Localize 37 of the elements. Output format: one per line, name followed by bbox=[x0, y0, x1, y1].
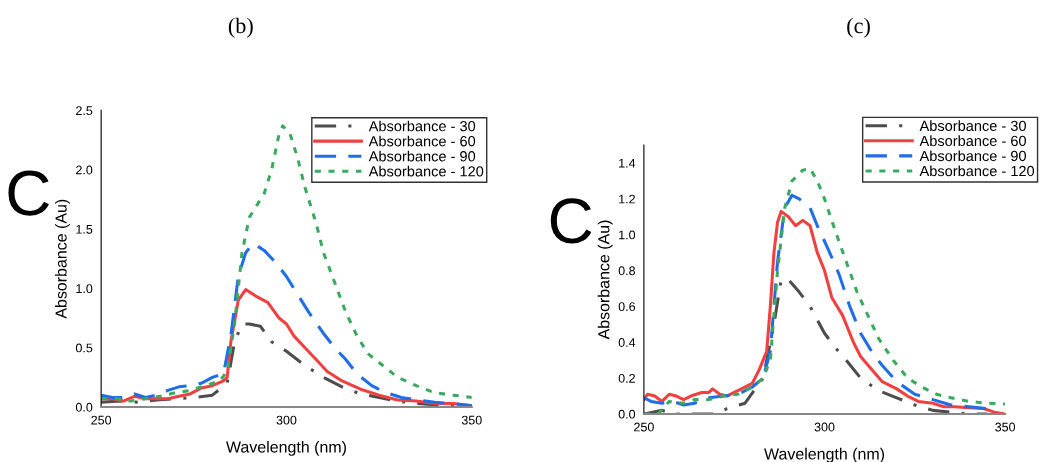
text: C bbox=[8, 170, 49, 216]
y-tick-label: 0.0 bbox=[75, 402, 93, 412]
line-series bbox=[643, 166, 1006, 414]
x-tick-label: 250 bbox=[634, 422, 654, 432]
x-tick-label: 300 bbox=[814, 422, 835, 432]
legend-label: Absorbance - 120 bbox=[368, 165, 484, 177]
x-tick-label: 300 bbox=[276, 415, 297, 425]
x-axis-title: Wavelength (nm) bbox=[764, 447, 885, 462]
y-axis-title: Absorbance (Au) bbox=[54, 199, 70, 319]
y-tick-label: 1.4 bbox=[619, 158, 636, 168]
legend-label: Absorbance - 120 bbox=[919, 165, 1035, 177]
y-tick-label: 0.4 bbox=[618, 338, 636, 347]
y-tick-label: 2.5 bbox=[76, 106, 93, 116]
y-tick-label: 0.0 bbox=[618, 409, 636, 419]
legend-label: Absorbance - 60 bbox=[919, 135, 1026, 147]
y-tick-label: 0.2 bbox=[618, 373, 635, 383]
y-tick-label: 1.0 bbox=[76, 284, 93, 294]
legend-label: Absorbance - 60 bbox=[368, 135, 476, 147]
x-tick-label: 250 bbox=[91, 415, 112, 425]
chart-title: (c) bbox=[847, 17, 870, 38]
x-tick-label: 350 bbox=[995, 422, 1016, 432]
y-tick-label: 0.6 bbox=[618, 302, 636, 312]
legend-label: Absorbance - 30 bbox=[368, 120, 476, 132]
legend-label: Absorbance - 90 bbox=[368, 150, 476, 162]
y-tick-label: 0.8 bbox=[618, 266, 636, 276]
y-tick-label: 1.2 bbox=[619, 194, 635, 204]
y-tick-label: 1.5 bbox=[76, 224, 93, 234]
y-tick-label: 1.0 bbox=[619, 230, 636, 240]
text: C bbox=[550, 198, 592, 244]
legend-label: Absorbance - 30 bbox=[919, 120, 1026, 132]
y-tick-label: 2.0 bbox=[76, 165, 93, 175]
y-axis-title: Absorbance (Au) bbox=[597, 220, 613, 340]
x-axis-title: Wavelength (nm) bbox=[226, 440, 346, 456]
y-tick-label: 0.5 bbox=[75, 343, 93, 353]
legend-label: Absorbance - 90 bbox=[919, 150, 1026, 162]
chart-title: (b) bbox=[228, 17, 253, 38]
x-tick-label: 350 bbox=[461, 415, 482, 425]
